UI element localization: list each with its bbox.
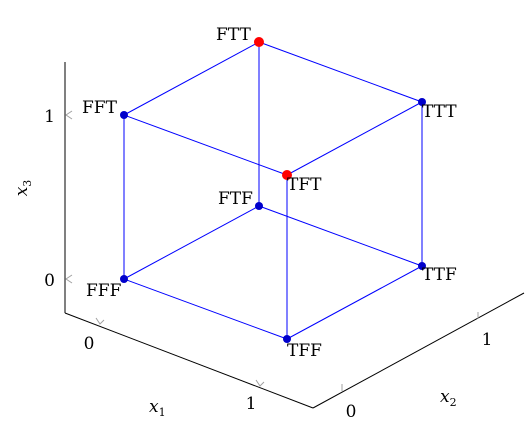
x2-tick-0-label: 0	[346, 402, 357, 422]
vertex-ttf-label: TTF	[422, 265, 457, 285]
edge-ftt-fft	[124, 42, 259, 115]
x2-axis-label: x2	[440, 387, 457, 409]
vertex-ftf-label: FTF	[218, 189, 253, 209]
x1-tick-1-label: 1	[246, 394, 257, 414]
vertex-tff-label: TFF	[287, 341, 322, 361]
vertex-fft-dot	[120, 111, 128, 119]
edges-layer	[124, 42, 422, 339]
x3-axis-subscript: 3	[21, 180, 34, 187]
vertex-ftf-dot	[255, 202, 263, 210]
edge-ttt-ftt	[259, 42, 422, 102]
edge-tft-ttt	[287, 102, 422, 175]
edge-fft-tft	[124, 115, 287, 175]
x1-axis-subscript: 1	[159, 406, 166, 419]
vertex-labels-layer: FFF TFF TTF FTF FFT TFT TTT FTT	[82, 25, 457, 361]
x3-tick-1-mark	[66, 111, 72, 119]
vertex-ftt-label: FTT	[216, 25, 251, 45]
vertex-fft-label: FFT	[82, 98, 118, 118]
x2-tick-1-label: 1	[482, 330, 493, 350]
x3-tick-1-label: 1	[44, 107, 55, 127]
edge-ftf-fff	[124, 206, 259, 279]
x3-tick-0-mark	[66, 275, 72, 283]
x2-axis-subscript: 2	[450, 396, 457, 409]
x1-axis-label: x1	[149, 397, 166, 419]
x1-axis-name: x	[149, 397, 159, 417]
x2-axis-name: x	[440, 387, 450, 407]
x3-axis-name: x	[12, 186, 32, 196]
vertex-ftt-dot	[254, 37, 264, 47]
edge-fff-tff	[124, 279, 287, 339]
edge-tff-ttf	[287, 266, 422, 339]
vertex-ttt-label: TTT	[422, 102, 457, 122]
x2-axis-line	[313, 293, 524, 408]
vertex-fff-label: FFF	[86, 281, 122, 301]
x3-tick-0-label: 0	[44, 271, 55, 291]
x3-axis-label: x3	[12, 180, 34, 197]
x1-axis-line	[65, 313, 313, 408]
vertices-layer	[120, 37, 426, 343]
edge-ttf-ftf	[259, 206, 422, 266]
x1-tick-1-mark	[256, 380, 264, 386]
vertex-tft-label: TFT	[287, 175, 322, 195]
x1-tick-0-mark	[96, 318, 104, 324]
x1-tick-0-label: 0	[84, 334, 95, 354]
